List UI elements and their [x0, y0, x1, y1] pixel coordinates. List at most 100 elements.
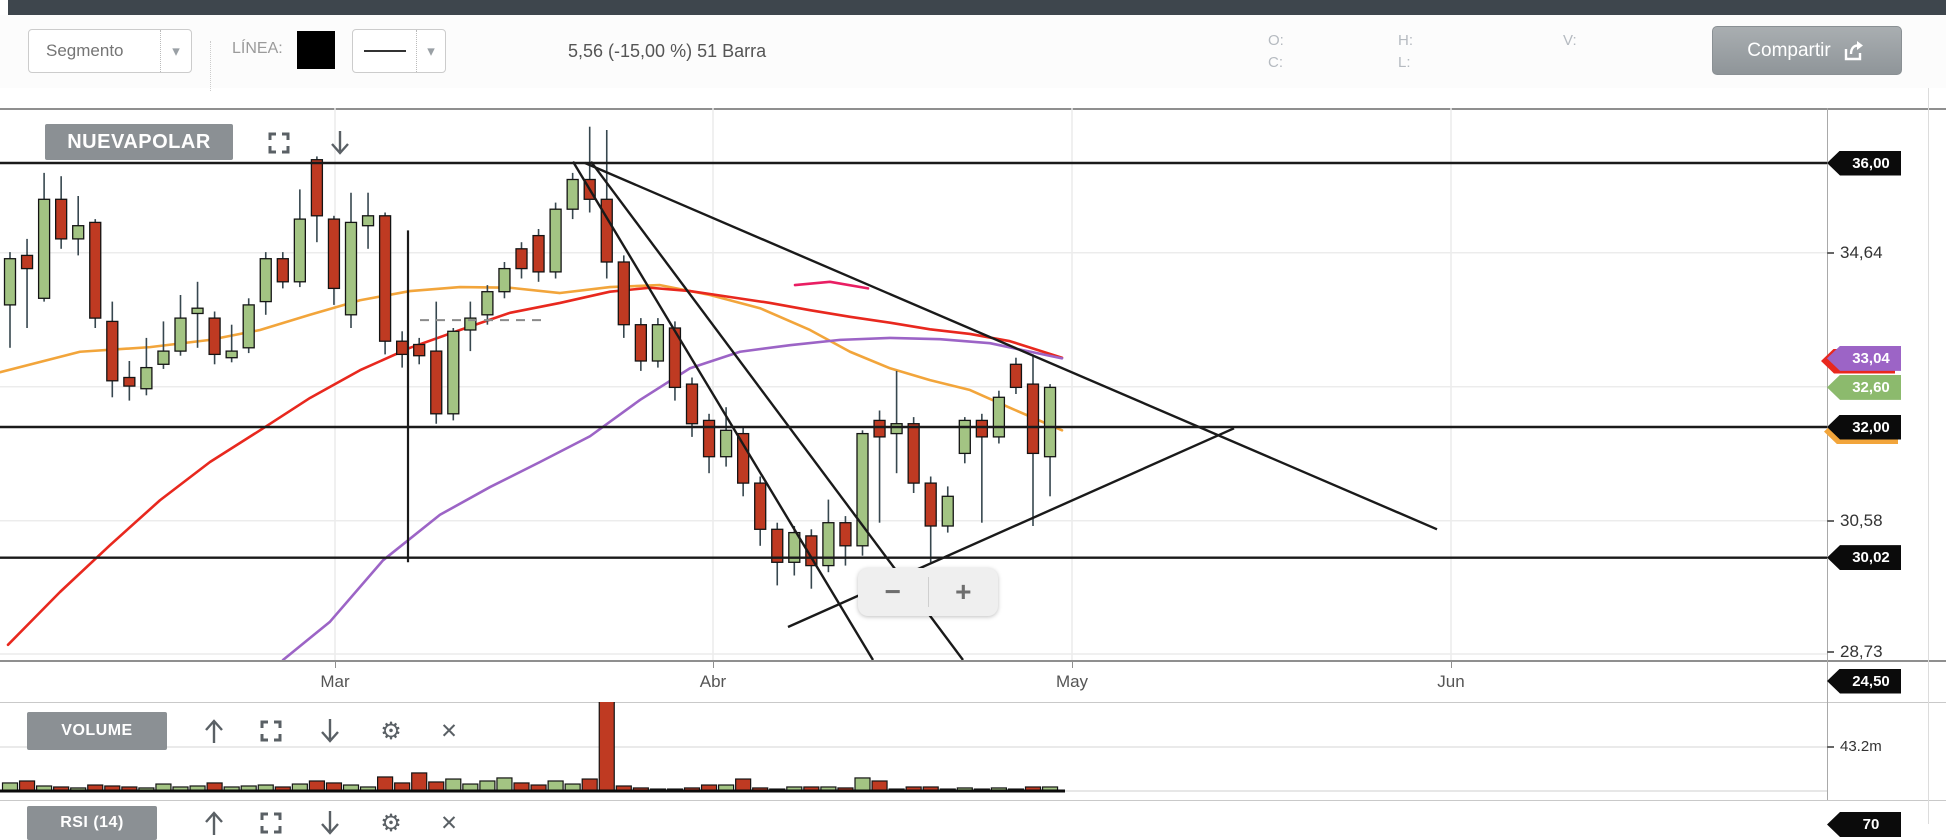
tool-select-dropdown[interactable]: Segmento ▾ [28, 29, 192, 73]
volume-bar[interactable] [598, 702, 615, 792]
volume-bar[interactable] [377, 776, 394, 792]
candle-up[interactable] [259, 258, 272, 303]
candle-up[interactable] [481, 291, 494, 316]
month-label[interactable]: Mar [320, 672, 350, 691]
volume-bar[interactable] [854, 777, 871, 792]
volume-bar[interactable] [735, 778, 752, 792]
fullscreen-icon[interactable] [257, 808, 285, 838]
volume-bar[interactable] [547, 780, 564, 792]
month-label[interactable]: Jun [1437, 672, 1465, 691]
drawn-trendline[interactable] [584, 161, 1438, 531]
candle-down[interactable] [924, 482, 937, 527]
close-icon[interactable]: ✕ [440, 719, 458, 743]
candle-down[interactable] [737, 432, 750, 484]
candle-up[interactable] [856, 432, 869, 547]
candle-down[interactable] [685, 383, 699, 425]
candle-up[interactable] [498, 267, 511, 293]
candle-up[interactable] [344, 221, 358, 316]
candle-up[interactable] [992, 396, 1006, 438]
volume-bar[interactable] [445, 778, 462, 792]
candle-down[interactable] [310, 159, 324, 217]
settings-icon[interactable]: ⚙ [380, 717, 402, 745]
candle-up[interactable] [293, 218, 307, 283]
candle-down[interactable] [754, 482, 767, 530]
month-label[interactable]: Abr [699, 672, 727, 691]
candle-down[interactable] [617, 261, 630, 326]
candle-down[interactable] [327, 218, 341, 290]
candle-down[interactable] [771, 528, 784, 563]
candle-up[interactable] [566, 178, 579, 210]
candle-up[interactable] [719, 429, 733, 458]
price-axis[interactable] [1827, 108, 1828, 800]
candle-up[interactable] [958, 419, 971, 455]
candle-up[interactable] [890, 423, 903, 435]
candle-down[interactable] [515, 248, 528, 270]
candle-up[interactable] [822, 522, 835, 567]
candle-up[interactable] [651, 324, 665, 362]
candle-up[interactable] [72, 225, 85, 240]
ma-red[interactable] [6, 286, 1064, 647]
time-axis[interactable]: Mar Abr May Jun [0, 660, 1946, 704]
candle-up[interactable] [37, 198, 51, 299]
volume-bar[interactable] [308, 780, 325, 792]
candle-up[interactable] [361, 215, 375, 227]
candle-up[interactable] [1043, 386, 1057, 458]
candle-down[interactable] [1026, 383, 1040, 455]
candle-up[interactable] [174, 317, 187, 352]
line-color-swatch[interactable] [297, 31, 335, 69]
candle-down[interactable] [430, 350, 443, 415]
zoom-out-button[interactable]: − [884, 576, 901, 607]
candle-up[interactable] [157, 350, 170, 365]
zoom-in-button[interactable]: + [955, 576, 972, 607]
candle-down[interactable] [55, 198, 68, 240]
candle-up[interactable] [447, 330, 460, 415]
candle-down[interactable] [600, 198, 613, 263]
candle-down[interactable] [668, 327, 682, 389]
volume-bar[interactable] [581, 778, 598, 792]
arrow-down-icon[interactable] [326, 128, 354, 158]
candle-down[interactable] [702, 419, 716, 458]
candle-down[interactable] [20, 254, 34, 270]
candle-up[interactable] [549, 208, 562, 273]
candle-down[interactable] [1009, 363, 1023, 389]
arrow-down-icon[interactable] [316, 808, 344, 838]
month-label[interactable]: May [1055, 672, 1089, 691]
candle-up[interactable] [225, 350, 238, 359]
ma-magenta[interactable] [793, 280, 870, 290]
fullscreen-icon[interactable] [257, 716, 285, 746]
drawn-trendline[interactable] [571, 161, 875, 660]
arrow-up-icon[interactable] [200, 716, 228, 746]
line-style-dropdown[interactable]: ▾ [352, 29, 446, 73]
volume-bar[interactable] [496, 777, 513, 792]
candle-down[interactable] [839, 522, 852, 547]
ma-purple[interactable] [281, 336, 1064, 660]
volume-bar[interactable] [411, 772, 428, 792]
candle-down[interactable] [378, 215, 392, 342]
candle-down[interactable] [532, 234, 545, 273]
close-icon[interactable]: ✕ [440, 811, 458, 835]
candle-down[interactable] [208, 317, 221, 356]
candle-down[interactable] [907, 423, 920, 484]
candle-down[interactable] [413, 343, 426, 357]
candle-down[interactable] [106, 320, 119, 382]
candle-up[interactable] [140, 366, 153, 390]
ma-orange[interactable] [0, 283, 1064, 432]
volume-bar[interactable] [871, 780, 888, 792]
candle-down[interactable] [123, 376, 136, 387]
candle-down[interactable] [395, 340, 409, 356]
share-button[interactable]: Compartir [1712, 26, 1902, 75]
candle-up[interactable] [788, 531, 801, 563]
candle-up[interactable] [941, 495, 954, 527]
candle-down[interactable] [634, 324, 647, 362]
arrow-down-icon[interactable] [316, 716, 344, 746]
candle-down[interactable] [873, 419, 886, 438]
candle-down[interactable] [975, 419, 988, 438]
arrow-up-icon[interactable] [200, 808, 228, 838]
candle-up[interactable] [191, 307, 204, 315]
candle-down[interactable] [276, 258, 289, 283]
candle-down[interactable] [89, 221, 102, 319]
volume-bar[interactable] [18, 780, 36, 792]
volume-chart[interactable] [0, 702, 1946, 800]
candle-up[interactable] [464, 317, 477, 331]
fullscreen-icon[interactable] [265, 128, 293, 158]
